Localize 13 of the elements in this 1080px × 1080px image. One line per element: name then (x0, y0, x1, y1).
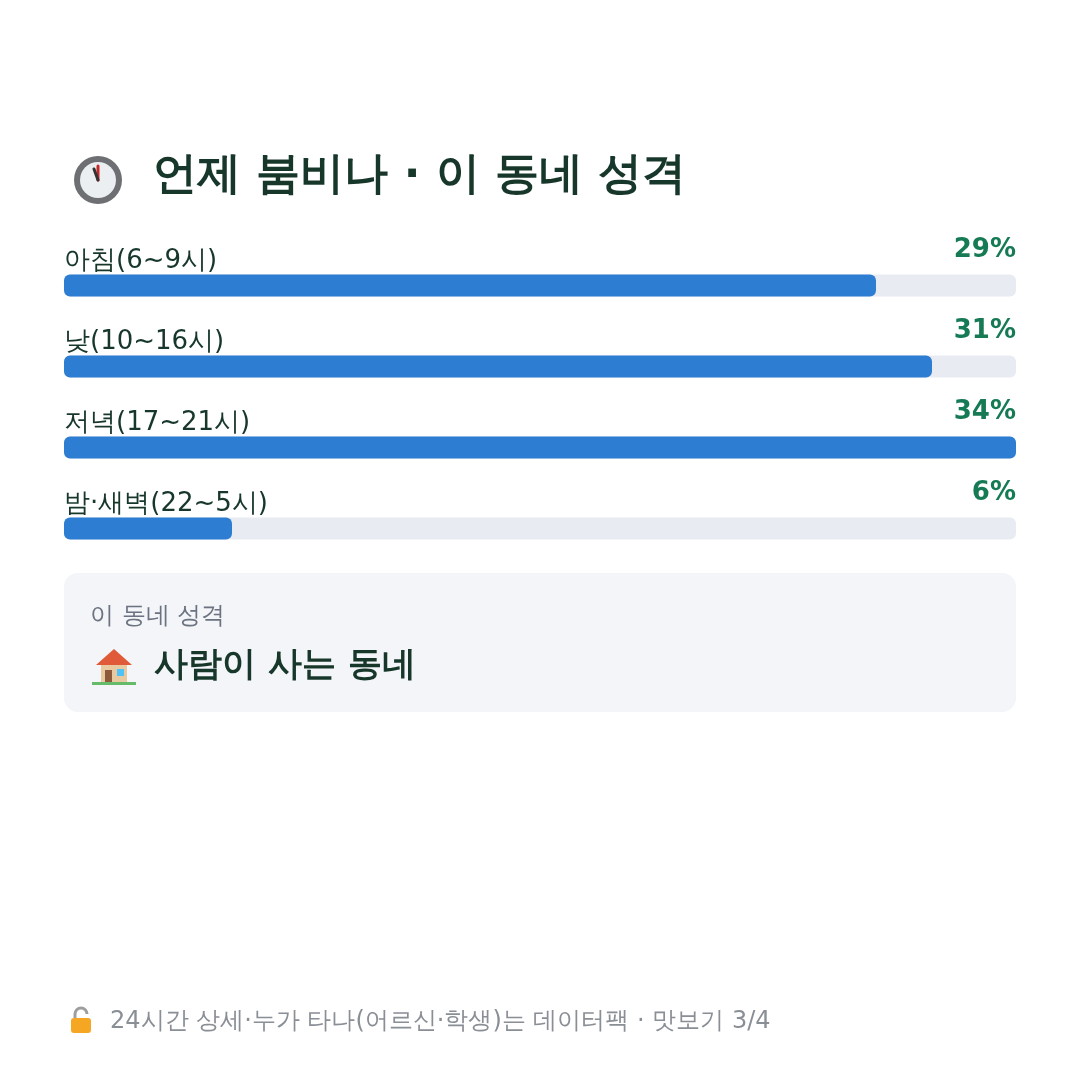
bar (64, 517, 232, 540)
data-label: 34% (953, 394, 1016, 425)
y-tick-label: 저녁(17~21시) (64, 405, 251, 436)
y-tick-label: 밤·새벽(22~5시) (64, 486, 268, 517)
data-label: 31% (953, 313, 1016, 344)
text: 사람이 사는 동네 (154, 642, 416, 685)
chart-title: 언제 붐비나 · 이 동네 성격 (153, 146, 687, 198)
data-label: 6% (971, 475, 1016, 506)
text: 이 동네 성격 (90, 600, 226, 631)
y-tick-label: 낮(10~16시) (64, 324, 225, 355)
data-label: 29% (953, 232, 1016, 263)
y-tick-label: 아침(6~9시) (64, 243, 218, 274)
text: 24시간 상세·누가 타나(어르신·학생)는 데이터팩 · 맛보기 3/4 (110, 1005, 771, 1036)
